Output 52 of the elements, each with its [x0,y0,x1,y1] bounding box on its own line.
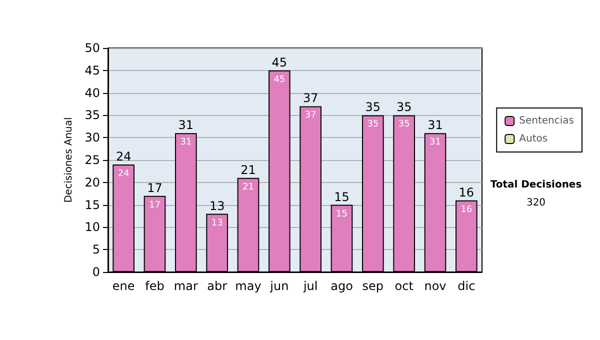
y-tick-label: 25 [84,153,100,167]
y-tick-label: 35 [84,108,100,122]
y-tick-label: 45 [84,63,100,78]
y-tick-label: 40 [84,86,100,100]
total-label: 16 [458,185,474,200]
x-tick-label: may [235,279,262,293]
x-tick-label: sep [362,279,384,293]
data-label: 31 [180,138,192,148]
total-label: 15 [334,190,350,204]
data-label: 13 [211,218,223,228]
y-tick-label: 20 [84,175,100,190]
y-tick-label: 5 [92,242,100,257]
legend-label: Autos [519,134,548,144]
x-tick-label: ene [112,279,135,293]
data-label: 37 [304,110,316,121]
legend-label: Sentencias [519,116,574,126]
x-tick-label: oct [394,279,414,293]
data-label: 21 [242,182,254,192]
total-label: 13 [209,198,225,213]
text: Total Decisiones [490,180,582,190]
data-label: 17 [149,200,160,210]
y-tick-label: 50 [84,41,100,55]
x-tick-label: feb [145,279,164,293]
x-tick-label: jun [269,279,289,293]
x-tick-label: mar [174,279,198,293]
data-label: 16 [460,204,472,215]
x-tick-label: nov [424,279,446,293]
x-tick-label: abr [207,279,228,293]
total-label: 31 [428,118,443,132]
total-label: 35 [365,100,381,114]
total-label: 45 [272,55,288,70]
data-label: 45 [274,74,286,85]
total-label: 35 [396,100,412,114]
y-axis-title: Decisiones Anual [63,117,74,203]
data-label: 35 [398,120,410,130]
total-label: 17 [147,180,162,195]
data-label: 24 [118,168,130,179]
y-tick-label: 30 [84,130,100,145]
x-tick-label: dic [458,279,476,293]
text: 320 [526,198,546,208]
y-tick-label: 10 [84,220,100,234]
total-label: 24 [116,149,132,164]
data-label: 35 [367,120,379,130]
y-tick-label: 0 [92,265,100,279]
data-label: 15 [336,209,348,220]
x-tick-label: ago [330,279,353,293]
y-tick-label: 15 [84,198,100,212]
total-label: 21 [240,162,256,177]
total-label: 31 [178,118,194,132]
x-tick-label: jul [302,279,318,293]
total-label: 37 [302,91,318,106]
data-label: 31 [430,138,441,148]
